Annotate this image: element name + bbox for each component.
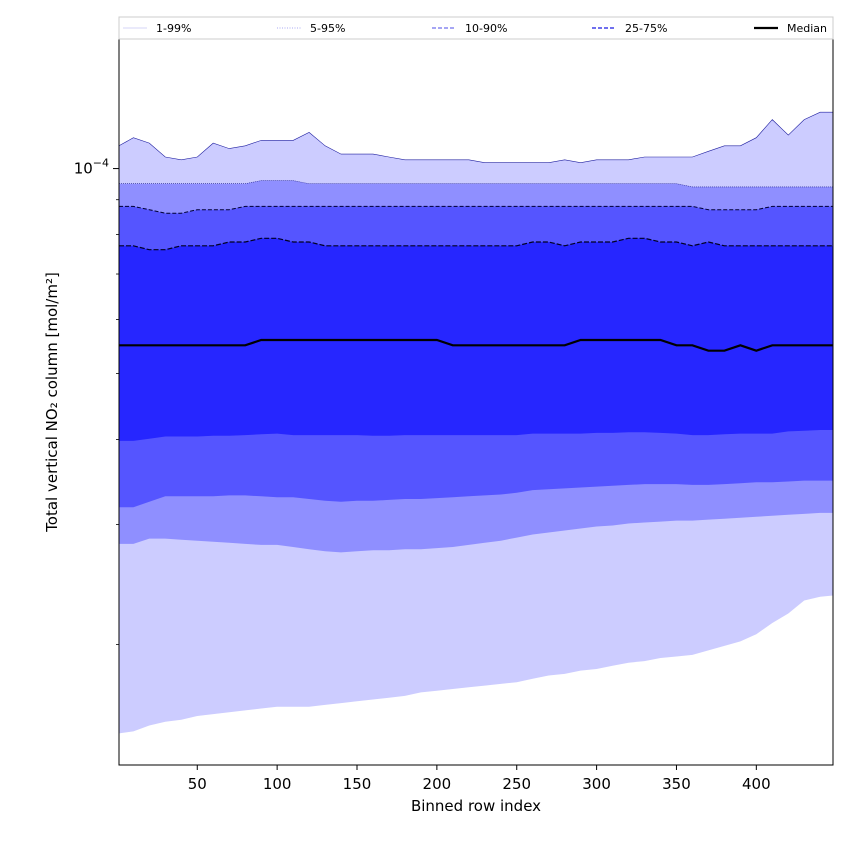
x-axis-label: Binned row index: [411, 797, 541, 815]
y-axis-label: Total vertical NO₂ column [mol/m²]: [43, 272, 61, 533]
upper-line-5-95%: [119, 180, 833, 188]
y-tick-label: 10−4: [74, 157, 109, 178]
legend-label: 10-90%: [465, 22, 507, 35]
upper-line-1-99%: [118, 111, 833, 164]
plot-bands: [119, 112, 833, 734]
legend-label: 1-99%: [156, 22, 191, 35]
band-p25_p75: [119, 238, 833, 441]
x-tick-label: 200: [423, 775, 452, 793]
legend-box: [118, 16, 834, 40]
x-tick-label: 150: [343, 775, 372, 793]
upper-line-25-75%: [119, 237, 833, 251]
x-tick-label: 100: [263, 775, 292, 793]
legend: 1-99% 5-95% 10-90% 25-75% Median: [118, 16, 834, 40]
y-axis-ticks: 10−4: [74, 157, 119, 645]
legend-label: 5-95%: [310, 22, 345, 35]
x-axis-ticks: 50 100 150 200 250 300 350 400: [188, 765, 771, 793]
x-tick-label: 300: [582, 775, 611, 793]
x-tick-label: 250: [502, 775, 531, 793]
legend-label: 25-75%: [625, 22, 667, 35]
legend-label: Median: [787, 22, 827, 35]
plot-lines: [118, 111, 833, 352]
x-tick-label: 350: [662, 775, 691, 793]
x-tick-label: 50: [188, 775, 207, 793]
x-tick-label: 400: [742, 775, 771, 793]
median-line: [119, 338, 833, 352]
